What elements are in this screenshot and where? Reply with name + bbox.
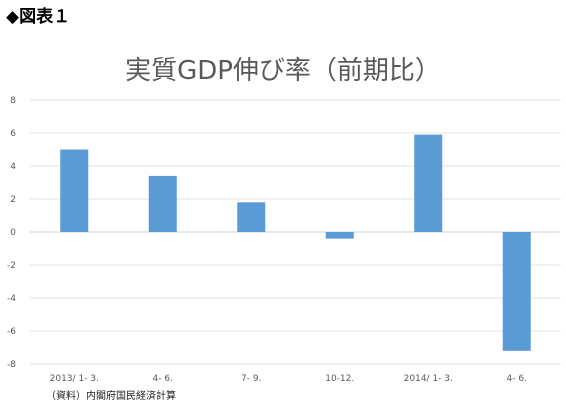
- y-tick-label: -2: [7, 261, 16, 271]
- x-tick-label: 2013/ 1- 3.: [50, 374, 99, 384]
- bar: [325, 232, 354, 239]
- bar: [414, 134, 443, 232]
- bars: [60, 134, 531, 351]
- bar: [60, 149, 89, 232]
- x-tick-label: 10-12.: [325, 374, 354, 384]
- gridlines: [30, 99, 561, 365]
- chart-title: 実質GDP伸び率（前期比）: [125, 56, 441, 86]
- bar: [502, 232, 531, 351]
- y-tick-label: -6: [7, 327, 16, 337]
- y-tick-label: 2: [10, 195, 16, 205]
- x-axis-ticks: 2013/ 1- 3. 4- 6. 7- 9. 10-12. 2014/ 1- 3. 4-…: [50, 374, 527, 384]
- y-tick-label: 4: [10, 162, 16, 172]
- y-tick-label: 6: [10, 129, 16, 139]
- source-note: （資料）内閣府国民経済計算: [46, 391, 176, 402]
- x-tick-label: 4- 6.: [507, 374, 527, 384]
- x-tick-label: 7- 9.: [241, 374, 261, 384]
- bar: [148, 175, 177, 232]
- y-tick-label: -4: [7, 294, 16, 304]
- x-tick-label: 4- 6.: [153, 374, 173, 384]
- y-tick-label: 8: [10, 96, 16, 106]
- y-tick-label: 0: [10, 228, 16, 238]
- y-axis-ticks: 8 6 4 2 0 -2 -4 -6 -8: [7, 96, 16, 370]
- x-tick-label: 2014/ 1- 3.: [404, 374, 453, 384]
- bar: [237, 202, 266, 232]
- y-tick-label: -8: [7, 360, 16, 370]
- figure-label: ◆図表１: [6, 7, 71, 27]
